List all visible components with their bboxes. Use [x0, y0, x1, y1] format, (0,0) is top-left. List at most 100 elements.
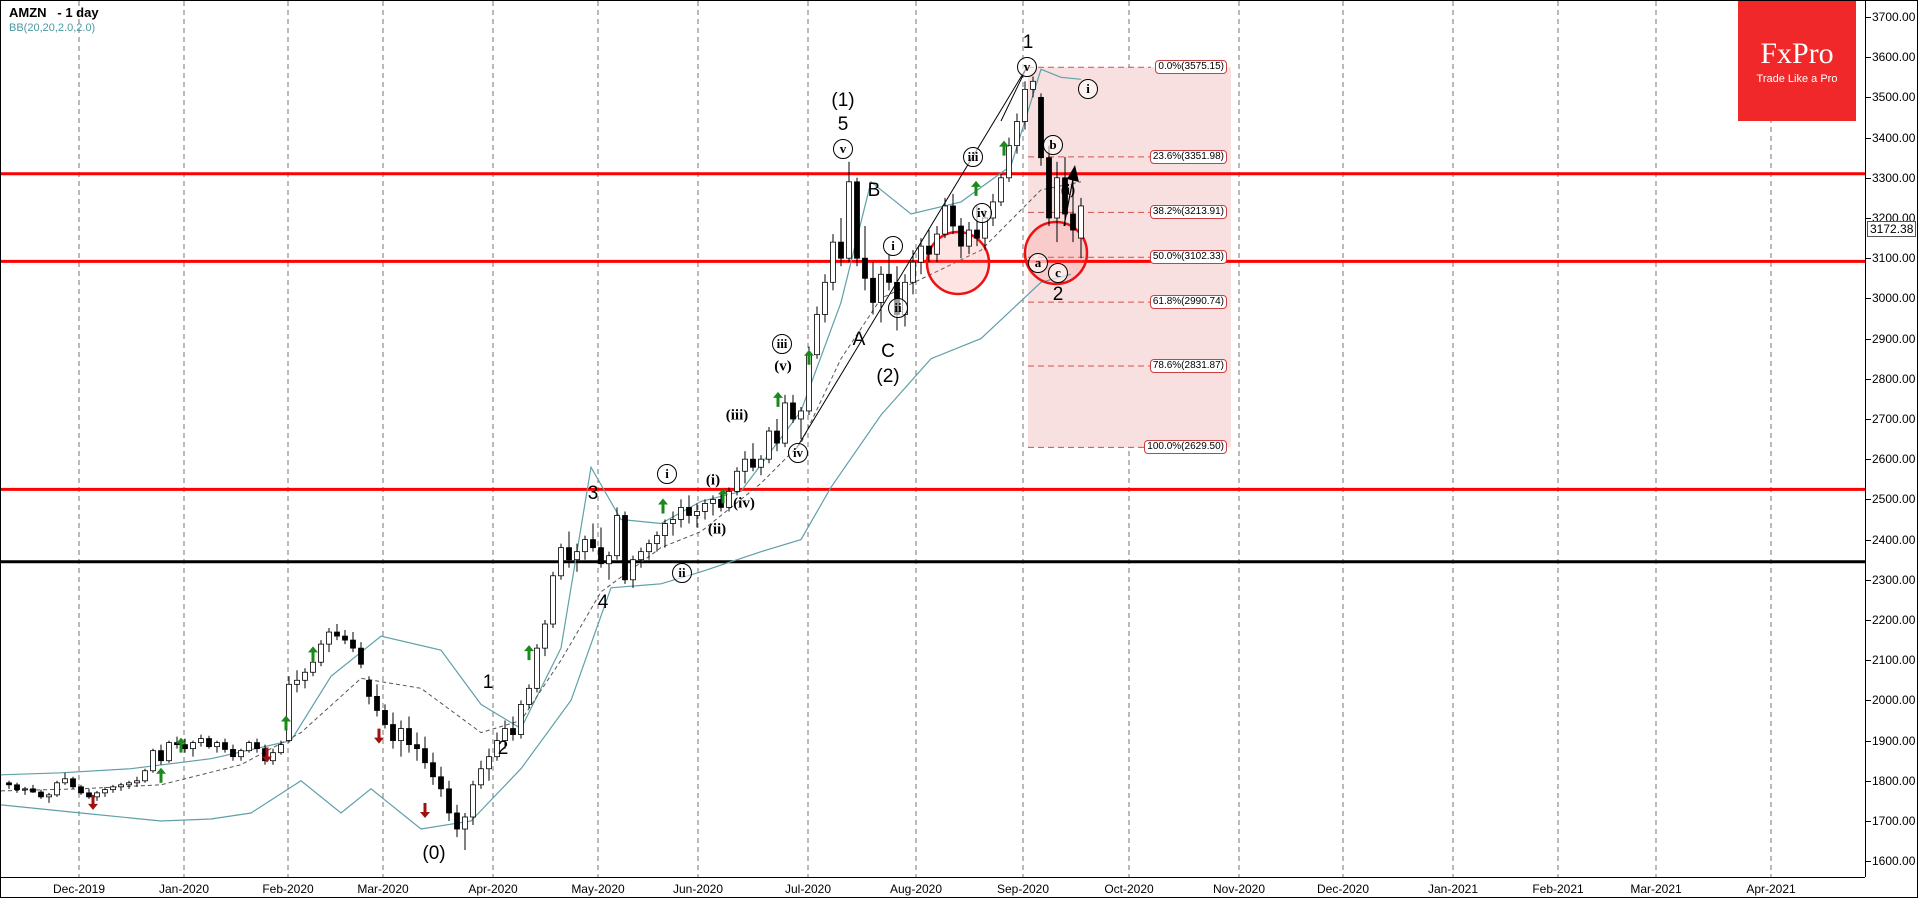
price-tick — [1866, 97, 1871, 99]
candle-body — [614, 515, 620, 557]
up-arrow-icon — [524, 645, 534, 661]
price-tick — [1866, 378, 1871, 380]
candle-body — [622, 515, 628, 581]
logo-tagline: Trade Like a Pro — [1756, 73, 1838, 85]
date-tick-label: Dec-2019 — [52, 882, 106, 896]
candle-body — [974, 229, 980, 239]
candle-body — [454, 812, 460, 830]
price-tick — [1866, 539, 1871, 541]
price-axis[interactable]: 3700.00 3600.00 3500.00 3400.00 3300.00 3200.… — [1865, 1, 1918, 877]
candle-body — [942, 205, 948, 235]
chart-plot-area[interactable]: AMZN - 1 day BB(20,20,2.0,2.0) 0.0%(3575… — [0, 1, 1865, 877]
elliott-wave-label: (v) — [774, 358, 792, 375]
candle-body — [422, 748, 428, 764]
price-tick-label: 2000.00 — [1872, 693, 1916, 708]
symbol: AMZN — [9, 5, 47, 20]
elliott-wave-label: i — [1078, 79, 1098, 99]
candle-body — [350, 639, 356, 649]
price-tick — [1866, 620, 1871, 621]
date-tick-label: Mar-2021 — [1630, 882, 1682, 896]
candle-body — [494, 740, 500, 758]
projection-arrow-icon — [1067, 165, 1079, 182]
price-tick-label: 3700.00 — [1872, 10, 1916, 24]
elliott-wave-label: (iii) — [725, 407, 749, 424]
candle-body — [926, 245, 932, 255]
candle-body — [558, 547, 564, 577]
date-tick-label: Nov-2020 — [1212, 882, 1266, 896]
price-tick-label: 3500.00 — [1872, 90, 1916, 105]
price-tick-label: 2900.00 — [1872, 331, 1916, 346]
price-tick-label: 2300.00 — [1872, 572, 1916, 587]
price-tick-label: 2500.00 — [1872, 492, 1916, 507]
candle-body — [238, 750, 244, 758]
elliott-wave-label: iii — [772, 334, 792, 354]
elliott-wave-label: ii — [888, 298, 908, 318]
price-tick-label: 2600.00 — [1872, 452, 1916, 467]
candle-body — [254, 742, 260, 750]
date-tick-label: Aug-2020 — [889, 882, 943, 896]
fibonacci-level-label: 23.6%(3351.98) — [1149, 149, 1227, 164]
candle-body — [1062, 177, 1068, 215]
candle-body — [934, 233, 940, 255]
fibonacci-level-label: 61.8%(2990.74) — [1149, 295, 1227, 310]
candle-body — [574, 551, 580, 561]
candle-body — [222, 742, 228, 750]
candle-body — [406, 728, 412, 746]
candle-body — [566, 547, 572, 561]
candle-body — [94, 792, 100, 798]
elliott-wave-label: 2 — [1052, 284, 1064, 305]
elliott-wave-label: (ii) — [707, 521, 727, 538]
date-tick-label: Feb-2020 — [262, 882, 314, 896]
elliott-wave-label: v — [833, 139, 853, 159]
candle-body — [606, 555, 612, 565]
candle-body — [766, 430, 772, 460]
candle-body — [590, 539, 596, 549]
candle-body — [470, 784, 476, 818]
candle-body — [166, 742, 172, 762]
candle-body — [1014, 121, 1020, 147]
candle-body — [798, 410, 804, 420]
candle-body — [38, 791, 44, 798]
time-axis[interactable]: Dec-2019 Jan-2020 Feb-2020 Mar-2020 Apr-2020… — [1, 877, 1865, 900]
elliott-wave-label: a — [1028, 253, 1048, 273]
price-tick — [1866, 218, 1871, 219]
price-tick — [1866, 740, 1871, 742]
candle-body — [230, 749, 236, 758]
candle-body — [142, 770, 148, 782]
down-arrow-icon — [420, 802, 430, 818]
candle-body — [510, 728, 516, 735]
elliott-wave-label: (i) — [1060, 182, 1076, 199]
candle-body — [950, 205, 956, 227]
candle-body — [678, 507, 684, 520]
candle-body — [286, 683, 292, 742]
candle-body — [1038, 97, 1044, 159]
price-tick — [1866, 17, 1871, 18]
price-tick-label: 1700.00 — [1872, 814, 1916, 828]
candle-body — [334, 631, 340, 637]
fibonacci-level-label: 50.0%(3102.33) — [1149, 250, 1227, 265]
candle-body — [294, 679, 300, 685]
price-tick-label: 2800.00 — [1872, 371, 1916, 386]
candle-body — [102, 789, 108, 794]
chart-canvas — [0, 1, 1865, 877]
candle-body — [78, 786, 84, 794]
price-tick — [1866, 700, 1871, 702]
candle-body — [302, 671, 308, 681]
candle-body — [62, 778, 68, 784]
up-arrow-icon — [281, 715, 291, 731]
candle-body — [830, 241, 836, 283]
candle-body — [1046, 157, 1052, 219]
candle-body — [446, 788, 452, 814]
price-tick — [1866, 419, 1871, 420]
date-tick-label: Mar-2020 — [357, 882, 409, 896]
candle-body — [1022, 88, 1028, 122]
elliott-wave-label: iii — [963, 147, 983, 167]
elliott-wave-label: v — [1017, 57, 1037, 77]
elliott-wave-label: iv — [788, 443, 808, 463]
elliott-wave-label: ii — [672, 563, 692, 583]
elliott-wave-label: (1) — [831, 90, 855, 111]
current-price-tag: 3172.38 — [1867, 221, 1917, 238]
candle-body — [638, 551, 644, 561]
candle-body — [742, 458, 748, 472]
